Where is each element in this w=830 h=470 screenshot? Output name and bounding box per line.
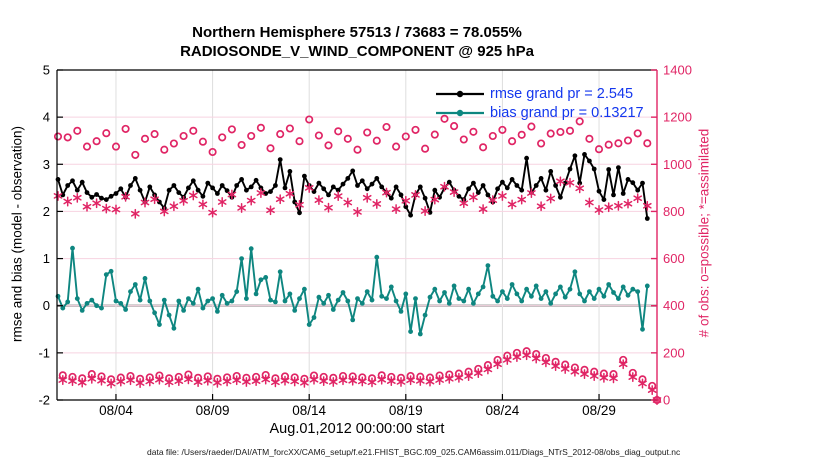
legend-item-rmse: rmse grand pr = 2.545 bbox=[435, 84, 644, 103]
left-tick-label: 0 bbox=[43, 298, 50, 313]
data-file-caption: data file: /Users/raeder/DAI/ATM_forcXX/… bbox=[147, 447, 681, 457]
chart-title-line2: RADIOSONDE_V_WIND_COMPONENT @ 925 hPa bbox=[180, 43, 534, 60]
legend: rmse grand pr = 2.545 bias grand pr = 0.… bbox=[435, 84, 644, 122]
right-tick-label: 600 bbox=[663, 251, 685, 266]
x-tick-label: 08/29 bbox=[582, 403, 616, 418]
bias-series bbox=[55, 245, 650, 337]
legend-rmse-sample bbox=[436, 90, 484, 97]
right-tick-label: 1000 bbox=[663, 157, 692, 172]
right-tick-label: 1400 bbox=[663, 63, 692, 78]
left-tick-label: 3 bbox=[43, 157, 50, 172]
x-axis-label: Aug.01,2012 00:00:00 start bbox=[269, 421, 445, 437]
left-axis-label: rmse and bias (model - observation) bbox=[9, 125, 25, 343]
legend-bias-sample bbox=[436, 109, 484, 116]
left-tick-label: -1 bbox=[38, 345, 50, 360]
right-tick-label: 0 bbox=[663, 393, 670, 408]
right-tick-label: 200 bbox=[663, 345, 685, 360]
legend-rmse-label: rmse grand pr = 2.545 bbox=[490, 85, 634, 102]
x-tick-label: 08/09 bbox=[196, 403, 230, 418]
right-axis-label: # of obs: o=possible; *=assimilated bbox=[696, 128, 712, 338]
x-tick-label: 08/14 bbox=[292, 403, 326, 418]
left-tick-label: 2 bbox=[43, 204, 50, 219]
axis-tick-labels: -2 -1 0 1 2 3 4 5 0 200 400 600 800 1000 1200 1400 08/04… bbox=[38, 63, 691, 419]
possible-series bbox=[53, 114, 662, 405]
x-tick-label: 08/04 bbox=[99, 403, 133, 418]
assimilated-series bbox=[53, 176, 662, 405]
axis-ticks bbox=[57, 69, 657, 401]
right-tick-label: 1200 bbox=[663, 110, 692, 125]
right-tick-label: 800 bbox=[663, 204, 685, 219]
gridlines bbox=[57, 70, 657, 400]
left-tick-label: -2 bbox=[38, 393, 50, 408]
chart-title-line1: Northern Hemisphere 57513 / 73683 = 78.0… bbox=[192, 24, 522, 41]
right-tick-label: 400 bbox=[663, 298, 685, 313]
plot-box bbox=[56, 69, 658, 401]
left-tick-label: 1 bbox=[43, 251, 50, 266]
x-tick-label: 08/19 bbox=[389, 403, 423, 418]
left-tick-label: 4 bbox=[43, 110, 50, 125]
legend-item-bias: bias grand pr = 0.13217 bbox=[435, 103, 644, 122]
x-tick-label: 08/24 bbox=[486, 403, 520, 418]
left-tick-label: 5 bbox=[43, 63, 50, 78]
rmse-series bbox=[55, 152, 650, 221]
legend-bias-label: bias grand pr = 0.13217 bbox=[490, 104, 644, 121]
